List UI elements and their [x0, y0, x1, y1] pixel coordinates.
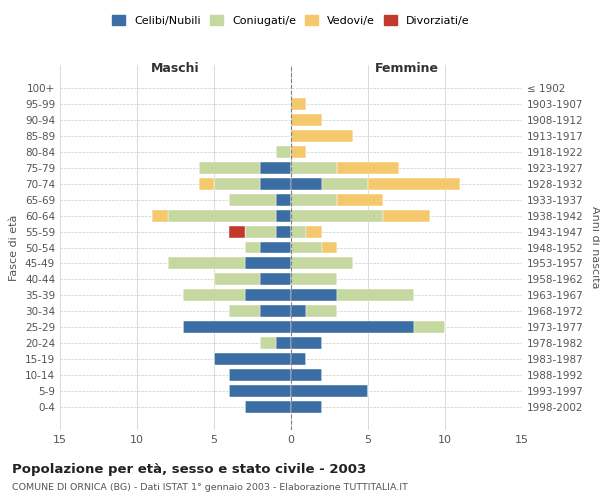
Bar: [214, 274, 260, 285]
Bar: [229, 226, 245, 237]
Bar: [291, 370, 322, 382]
Bar: [229, 386, 291, 398]
Bar: [337, 290, 414, 302]
Bar: [214, 354, 291, 366]
Bar: [214, 178, 260, 190]
Text: Femmine: Femmine: [374, 62, 439, 75]
Y-axis label: Fasce di età: Fasce di età: [10, 214, 19, 280]
Bar: [229, 306, 260, 318]
Bar: [291, 194, 337, 205]
Bar: [245, 258, 291, 270]
Bar: [291, 274, 337, 285]
Bar: [245, 402, 291, 413]
Bar: [368, 178, 460, 190]
Y-axis label: Anni di nascita: Anni di nascita: [590, 206, 600, 289]
Bar: [275, 146, 291, 158]
Bar: [291, 354, 307, 366]
Bar: [291, 210, 383, 222]
Bar: [291, 130, 353, 141]
Text: COMUNE DI ORNICA (BG) - Dati ISTAT 1° gennaio 2003 - Elaborazione TUTTITALIA.IT: COMUNE DI ORNICA (BG) - Dati ISTAT 1° ge…: [12, 484, 408, 492]
Bar: [260, 274, 291, 285]
Bar: [199, 162, 260, 173]
Bar: [383, 210, 430, 222]
Bar: [260, 162, 291, 173]
Bar: [291, 322, 414, 334]
Bar: [291, 178, 322, 190]
Bar: [275, 338, 291, 349]
Bar: [245, 226, 275, 237]
Bar: [291, 114, 322, 126]
Bar: [275, 210, 291, 222]
Bar: [307, 226, 322, 237]
Bar: [260, 306, 291, 318]
Bar: [245, 242, 260, 254]
Bar: [414, 322, 445, 334]
Bar: [291, 258, 353, 270]
Bar: [260, 242, 291, 254]
Bar: [260, 338, 275, 349]
Bar: [322, 242, 337, 254]
Bar: [199, 178, 214, 190]
Bar: [291, 242, 322, 254]
Bar: [291, 402, 322, 413]
Text: Popolazione per età, sesso e stato civile - 2003: Popolazione per età, sesso e stato civil…: [12, 462, 366, 475]
Bar: [260, 178, 291, 190]
Bar: [183, 322, 291, 334]
Bar: [337, 162, 399, 173]
Bar: [291, 338, 322, 349]
Bar: [291, 162, 337, 173]
Legend: Celibi/Nubili, Coniugati/e, Vedovi/e, Divorziati/e: Celibi/Nubili, Coniugati/e, Vedovi/e, Di…: [109, 12, 473, 29]
Bar: [152, 210, 168, 222]
Bar: [275, 194, 291, 205]
Bar: [291, 98, 307, 110]
Bar: [291, 306, 307, 318]
Bar: [183, 290, 245, 302]
Bar: [322, 178, 368, 190]
Bar: [275, 226, 291, 237]
Bar: [229, 370, 291, 382]
Bar: [291, 290, 337, 302]
Bar: [307, 306, 337, 318]
Bar: [291, 386, 368, 398]
Bar: [168, 258, 245, 270]
Bar: [229, 194, 275, 205]
Bar: [168, 210, 275, 222]
Bar: [291, 226, 307, 237]
Bar: [245, 290, 291, 302]
Bar: [337, 194, 383, 205]
Text: Maschi: Maschi: [151, 62, 200, 75]
Bar: [291, 146, 307, 158]
